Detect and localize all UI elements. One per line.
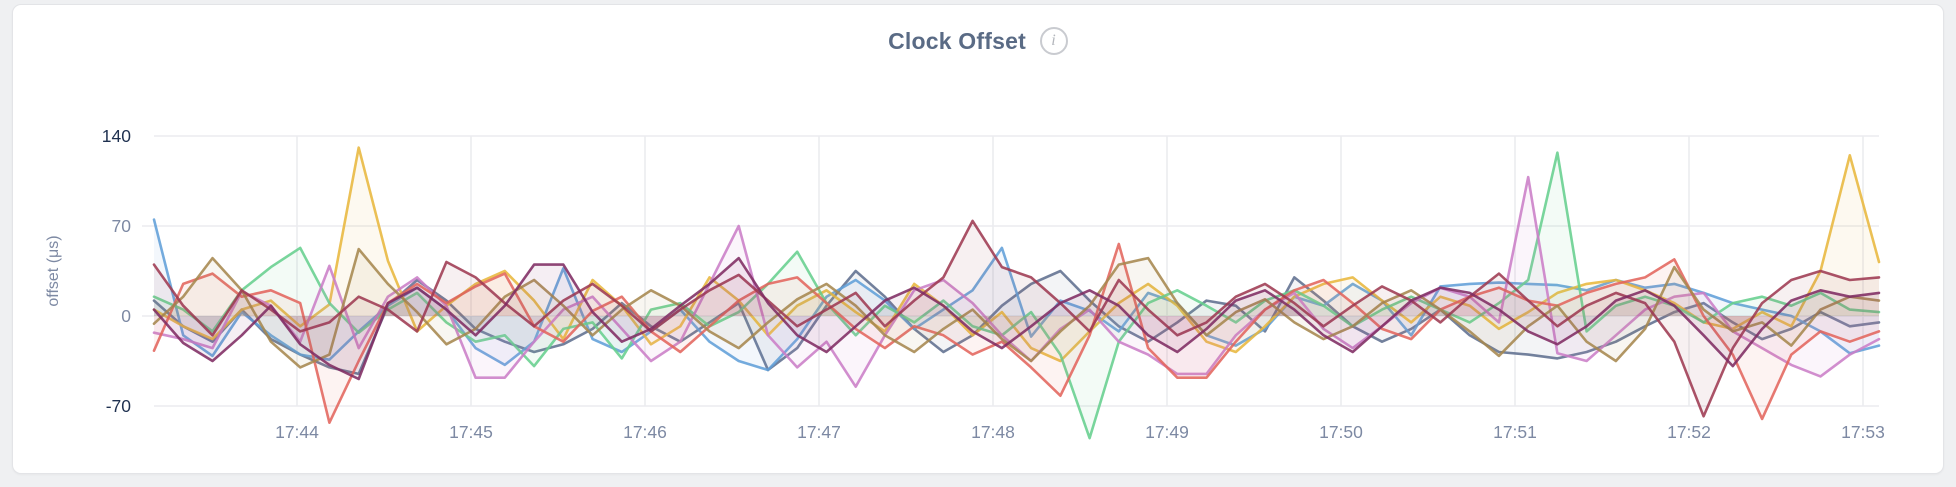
series-line-maroon: [152, 219, 1881, 418]
x-tick-label: 17:51: [1493, 422, 1537, 442]
y-tick-label: -70: [106, 396, 132, 416]
card-header: Clock Offset i: [13, 27, 1943, 55]
series-area-maroon: [154, 220, 1879, 417]
x-tick-label: 17:49: [1145, 422, 1189, 442]
label-layer: 140 70 0 -70 17:44 17:45 17:46 17:47 17:48 17:49 1…: [45, 126, 1885, 442]
x-tick-label: 17:53: [1841, 422, 1885, 442]
x-tick-label: 17:48: [971, 422, 1015, 442]
y-tick-label: 0: [121, 306, 131, 326]
series-area-salmon: [154, 244, 1879, 423]
series-line-gold: [152, 146, 1881, 363]
series-line-salmon: [152, 242, 1881, 425]
grid-layer: [142, 135, 1879, 407]
x-tick-label: 17:46: [623, 422, 667, 442]
series-area-plum: [154, 258, 1879, 379]
series-line-olive: [152, 247, 1881, 369]
x-tick-label: 17:45: [449, 422, 493, 442]
x-tick-label: 17:47: [797, 422, 841, 442]
chart-title: Clock Offset: [888, 27, 1026, 54]
series-line-green: [152, 151, 1881, 440]
clock-offset-card: Clock Offset i 140 70 0 -70 17:44 17:45 17:46 1…: [12, 4, 1944, 474]
x-tick-label: 17:50: [1319, 422, 1363, 442]
series-area-orchid: [154, 177, 1879, 387]
series-layer: [152, 146, 1881, 440]
series-line-plum: [152, 256, 1881, 381]
series-area-green: [154, 152, 1879, 439]
y-axis-title: offset (μs): [45, 235, 62, 306]
info-icon[interactable]: i: [1039, 27, 1068, 55]
x-tick-label: 17:44: [275, 422, 319, 442]
x-tick-label: 17:52: [1667, 422, 1711, 442]
y-tick-label: 70: [112, 216, 132, 236]
y-tick-label: 140: [102, 126, 131, 146]
